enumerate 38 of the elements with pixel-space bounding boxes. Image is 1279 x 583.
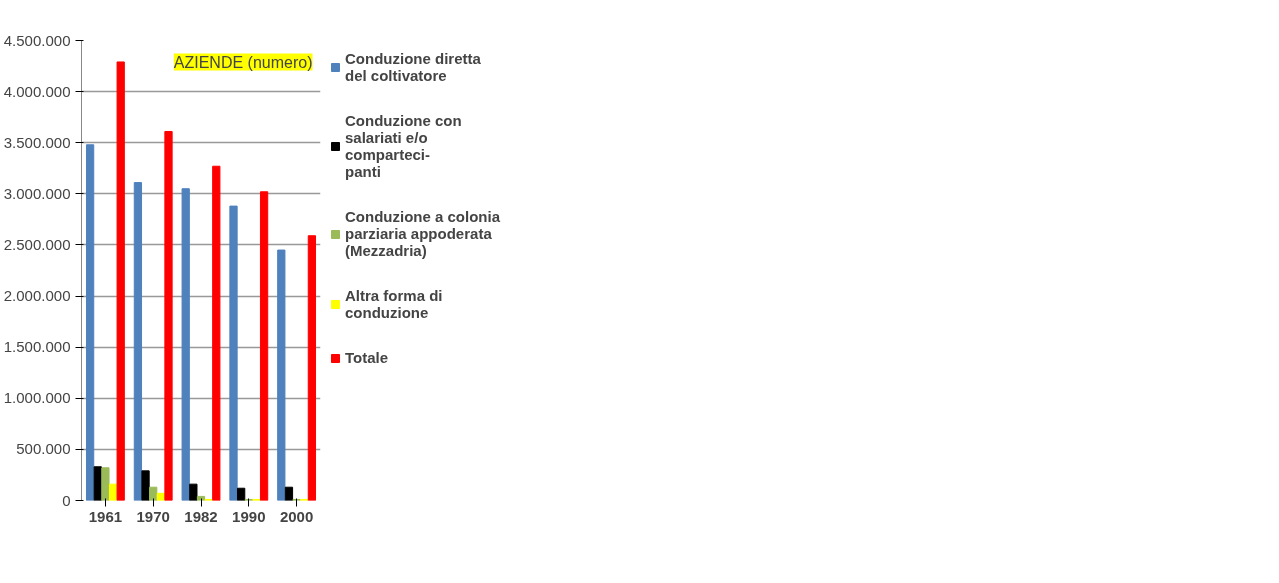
x-tick-label: 1990 bbox=[232, 507, 266, 525]
bar bbox=[284, 486, 294, 501]
y-tick-label: 1.000.000 bbox=[3, 389, 71, 407]
bar bbox=[259, 191, 269, 501]
bar bbox=[164, 130, 173, 501]
y-tick-label: 500.000 bbox=[16, 440, 71, 458]
x-tick-label: 2000 bbox=[279, 507, 314, 525]
legend-label: Conduzione con salariati e/o comparteci- panti bbox=[345, 112, 462, 180]
legend-label: Totale bbox=[345, 349, 389, 366]
legend-label: Conduzione diretta del coltivatore bbox=[345, 50, 481, 84]
x-tick-label: 1961 bbox=[88, 507, 123, 525]
y-tick-label: 0 bbox=[62, 491, 71, 509]
bar bbox=[307, 235, 317, 501]
bar bbox=[93, 466, 102, 501]
legend-label: Altra forma di conduzione bbox=[345, 287, 443, 321]
bar bbox=[116, 61, 125, 501]
bar bbox=[141, 470, 150, 501]
bar bbox=[133, 182, 143, 501]
bar bbox=[85, 144, 95, 501]
x-tick-label: 1982 bbox=[184, 507, 218, 525]
bar bbox=[181, 188, 190, 501]
bar bbox=[237, 487, 246, 501]
y-tick-label: 4.500.000 bbox=[3, 31, 71, 49]
x-tick-label: 1970 bbox=[136, 507, 170, 525]
bar bbox=[229, 205, 238, 501]
y-tick-label: 1.500.000 bbox=[3, 338, 71, 356]
bar bbox=[212, 165, 221, 501]
y-tick-label: 3.500.000 bbox=[3, 133, 71, 151]
bar bbox=[277, 249, 286, 501]
bar bbox=[149, 486, 158, 501]
y-tick-label: 4.000.000 bbox=[3, 82, 71, 100]
legend-label: Conduzione a colonia parziaria appoderata (Mezzadria) bbox=[345, 208, 501, 259]
bar bbox=[101, 467, 110, 501]
bar bbox=[189, 483, 198, 501]
y-tick-label: 3.000.000 bbox=[3, 184, 71, 202]
annotation: AZIENDE (numero) bbox=[173, 53, 313, 71]
y-tick-label: 2.500.000 bbox=[3, 235, 71, 253]
y-tick-label: 2.000.000 bbox=[3, 287, 71, 305]
